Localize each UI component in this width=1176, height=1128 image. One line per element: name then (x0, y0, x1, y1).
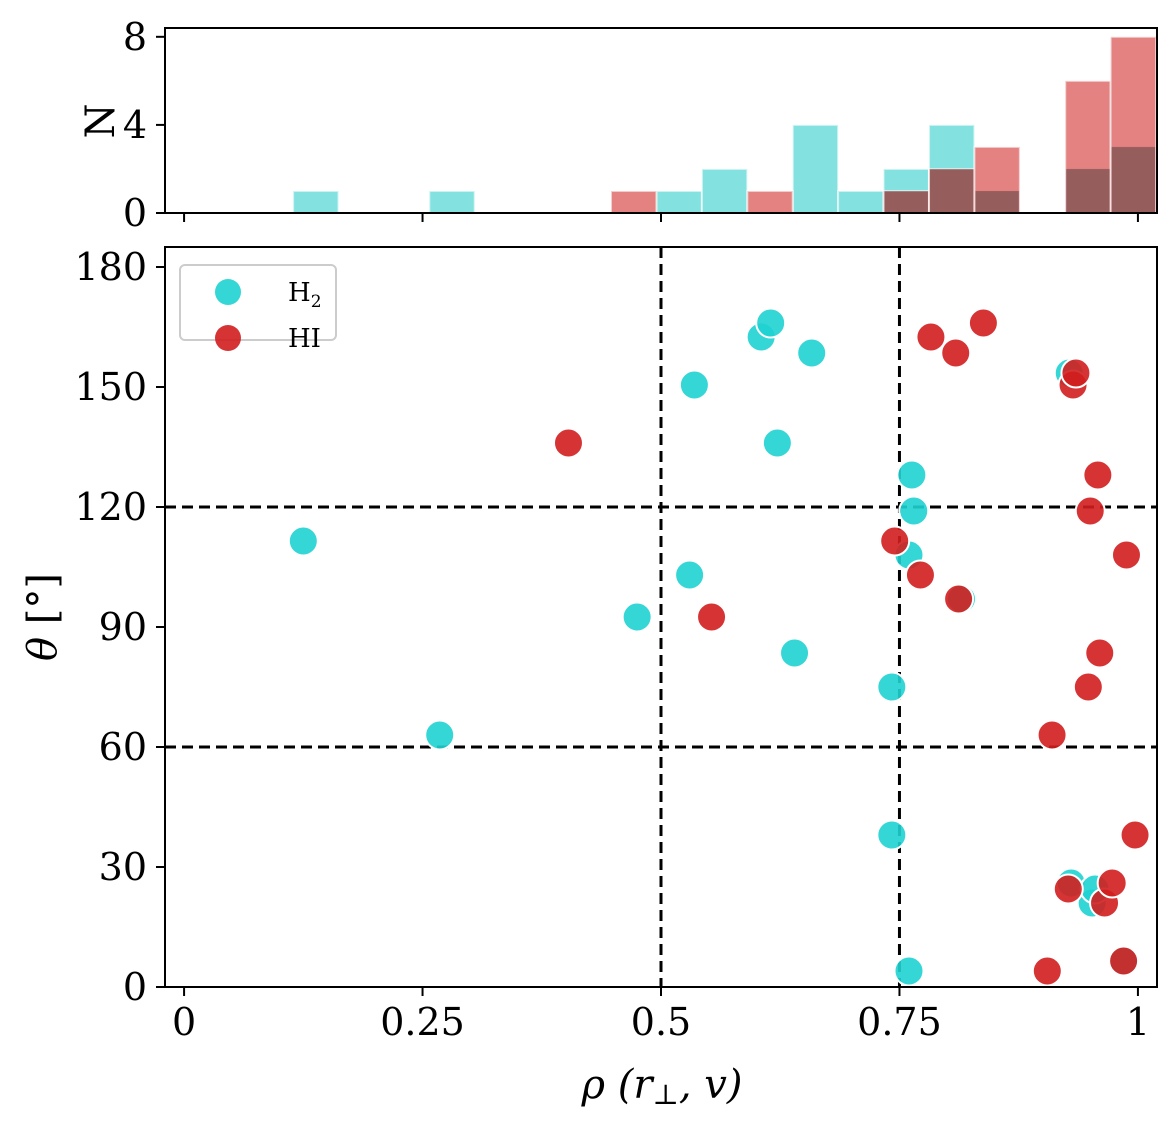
legend-marker-hi (215, 325, 241, 351)
histogram-bars (292, 35, 1158, 215)
scatter-point-hi (1096, 867, 1128, 899)
histogram-y-axis-label: N (78, 104, 124, 139)
hist-bar-h2 (655, 189, 703, 215)
scatter-x-tick-label: 0.25 (380, 1000, 465, 1044)
scatter-point-h2 (779, 637, 811, 669)
scatter-point-hi (1119, 819, 1151, 851)
hist-bar-overlap (975, 190, 1019, 213)
histogram-panel: 0 4 8 N (78, 15, 1158, 235)
scatter-point-hi (552, 427, 584, 459)
scatter-point-h2 (876, 671, 908, 703)
scatter-point-hi (1072, 671, 1104, 703)
hist-bar-h2 (292, 189, 340, 215)
scatter-point-h2 (678, 369, 710, 401)
scatter-y-tick-label: 120 (74, 485, 147, 529)
hist-y-tick-label: 0 (123, 191, 147, 235)
scatter-y-tick-label: 30 (99, 845, 147, 889)
scatter-point-hi (1052, 873, 1084, 905)
scatter-point-hi (1084, 637, 1116, 669)
hist-bar-h2 (700, 167, 749, 214)
scatter-y-ticks: 0 30 60 90 120 150 180 (74, 245, 165, 1009)
scatter-point-hi (904, 559, 936, 591)
hist-bar-overlap (1066, 168, 1110, 213)
scatter-points (287, 307, 1151, 987)
scatter-point-hi (915, 321, 947, 353)
scatter-point-h2 (761, 427, 793, 459)
scatter-point-hi (1108, 945, 1140, 977)
hist-bar-h2 (837, 189, 885, 215)
legend-label-hi: HI (288, 324, 321, 354)
scatter-point-hi (1031, 955, 1063, 987)
hist-bar-overlap (1111, 146, 1156, 213)
hist-bar-overlap (930, 168, 974, 213)
scatter-y-tick-label: 60 (99, 725, 147, 769)
scatter-point-h2 (893, 955, 925, 987)
scatter-y-tick-label: 150 (74, 365, 147, 409)
scatter-y-tick-label: 0 (123, 965, 147, 1009)
hist-bar-hi (610, 189, 658, 215)
scatter-point-h2 (424, 719, 456, 751)
scatter-x-tick-label: 0 (172, 1000, 196, 1044)
scatter-point-hi (967, 307, 999, 339)
scatter-point-hi (1036, 719, 1068, 751)
scatter-y-axis-label: θ [°] (20, 573, 66, 661)
scatter-point-h2 (674, 559, 706, 591)
scatter-x-tick-label: 1 (1126, 1000, 1150, 1044)
scatter-y-tick-label: 90 (99, 605, 147, 649)
scatter-point-hi (1074, 495, 1106, 527)
histogram-y-ticks: 0 4 8 (123, 15, 165, 235)
scatter-point-hi (943, 583, 975, 615)
scatter-y-tick-label: 180 (74, 245, 147, 289)
hist-bar-overlap (884, 190, 928, 213)
legend: H2 HI (179, 264, 337, 354)
scatter-point-hi (940, 337, 972, 369)
scatter-point-hi (1082, 459, 1114, 491)
scatter-point-hi (1060, 357, 1092, 389)
hist-y-tick-label: 8 (123, 15, 147, 59)
scatter-point-h2 (896, 459, 928, 491)
reference-lines (165, 247, 1157, 987)
scatter-point-h2 (796, 337, 828, 369)
histogram-x-ticks (183, 213, 1139, 222)
scatter-point-hi (696, 601, 728, 633)
scatter-point-h2 (876, 819, 908, 851)
scatter-x-ticks: 0 0.25 0.5 0.75 1 (172, 987, 1150, 1044)
legend-marker-h2 (215, 279, 241, 305)
hist-bar-hi (746, 189, 794, 215)
hist-y-tick-label: 4 (123, 103, 147, 147)
scatter-point-h2 (621, 601, 653, 633)
scatter-point-h2 (755, 307, 787, 339)
scatter-panel: 0 30 60 90 120 150 180 0 0.25 0.5 0.75 1 ρ (r⊥, v)… (20, 245, 1158, 1111)
scatter-point-h2 (898, 495, 930, 527)
scatter-x-tick-label: 0.75 (857, 1000, 942, 1044)
scatter-point-hi (879, 525, 911, 557)
scatter-x-tick-label: 0.5 (631, 1000, 691, 1044)
hist-bar-h2 (791, 123, 840, 214)
scatter-point-hi (1110, 539, 1142, 571)
scatter-x-axis-label: ρ (r⊥, v) (581, 1062, 743, 1111)
hist-bar-h2 (428, 189, 476, 215)
scatter-point-h2 (287, 525, 319, 557)
